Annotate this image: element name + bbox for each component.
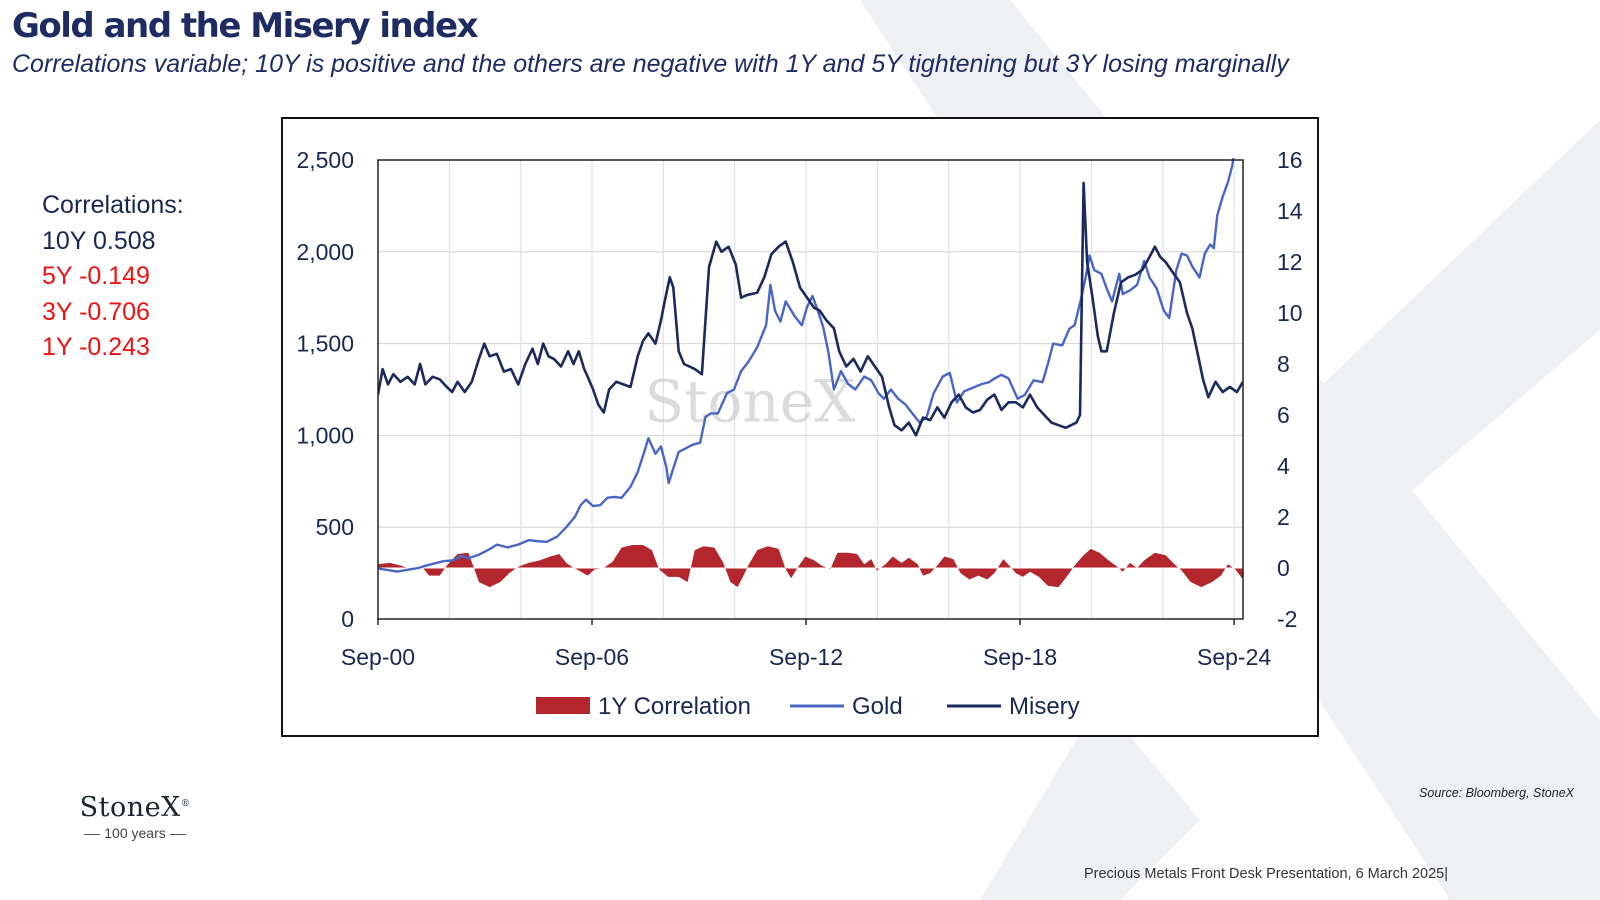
series-line-gold: [378, 158, 1235, 573]
legend-label: 1Y Correlation: [598, 693, 751, 720]
y-right-tick-label: 4: [1277, 453, 1290, 479]
y-right-tick-label: 16: [1277, 147, 1303, 173]
y-left-tick-label: 0: [341, 606, 354, 632]
x-tick-label: Sep-24: [1197, 644, 1271, 670]
y-right-tick-label: 2: [1277, 504, 1290, 530]
logo-years: 100 years: [104, 825, 166, 841]
series-area-1y-correlation: [378, 545, 1243, 588]
y-right-tick-label: -2: [1277, 606, 1297, 632]
legend-label: Gold: [852, 693, 903, 720]
x-tick-label: Sep-12: [769, 644, 843, 670]
page-title: Gold and the Misery index: [12, 6, 479, 46]
plot-border: [377, 159, 1244, 620]
y-left-tick-label: 1,000: [296, 422, 354, 448]
legend-label: Misery: [1009, 693, 1080, 720]
chart-frame: [281, 117, 1319, 737]
correlation-5y: 5Y -0.149: [42, 262, 150, 290]
stonex-logo: StoneX® 100 years: [70, 792, 200, 841]
correlation-10y: 10Y 0.508: [42, 226, 156, 255]
y-right-tick-label: 12: [1277, 249, 1303, 275]
y-right-tick-label: 14: [1277, 198, 1303, 224]
y-right-tick-label: 10: [1277, 300, 1303, 326]
logo-name: StoneX: [79, 792, 181, 823]
x-tick-label: Sep-06: [555, 644, 629, 670]
correlation-1y: 1Y -0.243: [42, 333, 150, 361]
y-left-tick-label: 2,000: [296, 239, 354, 265]
series-group: [378, 158, 1243, 588]
logo-tagline: 100 years: [70, 825, 200, 841]
correlation-3y: 3Y -0.706: [42, 297, 150, 326]
page-subtitle: Correlations variable; 10Y is positive a…: [12, 50, 1289, 78]
x-tick-label: Sep-18: [983, 644, 1057, 670]
correlations-panel: Correlations: 10Y 0.508 5Y -0.149 3Y -0.…: [42, 188, 184, 366]
correlations-heading: Correlations:: [42, 191, 184, 219]
y-right-tick-label: 0: [1277, 555, 1290, 581]
y-right-tick-label: 8: [1277, 351, 1290, 377]
footer-presentation: Precious Metals Front Desk Presentation,…: [1083, 866, 1448, 882]
legend-swatch-area: [536, 697, 590, 714]
y-left-tick-label: 1,500: [296, 331, 354, 357]
chart-watermark: StoneX: [644, 368, 856, 436]
logo-registered: ®: [180, 799, 191, 809]
x-tick-label: Sep-00: [341, 644, 415, 670]
y-right-tick-label: 6: [1277, 402, 1290, 428]
y-left-tick-label: 2,500: [296, 147, 354, 173]
logo-wordmark: StoneX®: [70, 792, 200, 823]
source-note: Source: Bloomberg, StoneX: [1419, 786, 1574, 800]
series-line-misery: [378, 181, 1243, 437]
y-left-tick-label: 500: [316, 514, 354, 540]
